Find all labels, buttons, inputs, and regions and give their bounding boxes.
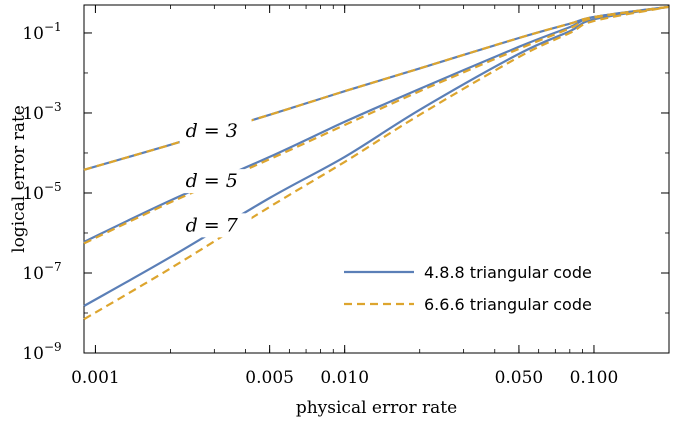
legend-label: 4.8.8 triangular code <box>424 263 592 282</box>
x-tick-label: 0.010 <box>320 368 369 388</box>
legend: 4.8.8 triangular code 6.6.6 triangular co… <box>344 263 592 314</box>
distance-label: d = 3 <box>186 120 238 142</box>
distance-label: d = 5 <box>186 170 238 192</box>
distance-annotations: d = 3 d = 5 d = 7 <box>179 119 252 238</box>
ticks: 0.001 0.005 0.010 0.050 0.100 10−1 10−3 10−5 10−… <box>22 5 670 388</box>
curve-488-d7 <box>83 5 670 307</box>
curve-666-d7 <box>83 5 670 321</box>
y-tick-label: 10−9 <box>22 340 61 364</box>
curve-666-d5 <box>83 5 670 245</box>
y-tick-label: 10−3 <box>22 100 61 124</box>
annotation-halo <box>179 213 252 238</box>
y-tick-label: 10−1 <box>22 20 61 44</box>
plot-frame <box>83 4 670 354</box>
curve-666-d3 <box>83 5 670 171</box>
annotation-halo <box>179 169 252 194</box>
y-tick-label: 10−7 <box>22 260 61 284</box>
y-tick-label: 10−5 <box>22 180 61 204</box>
annotation-halo <box>179 119 252 144</box>
x-axis-title: physical error rate <box>296 398 457 418</box>
distance-label: d = 7 <box>186 214 239 236</box>
x-tick-label: 0.100 <box>570 368 619 388</box>
legend-label: 6.6.6 triangular code <box>424 295 592 314</box>
y-axis-title: logical error rate <box>9 105 29 253</box>
x-tick-label: 0.001 <box>71 368 120 388</box>
x-tick-label: 0.005 <box>245 368 294 388</box>
x-tick-label: 0.050 <box>495 368 544 388</box>
curve-488-d5 <box>83 5 670 243</box>
plot-border <box>83 4 670 354</box>
